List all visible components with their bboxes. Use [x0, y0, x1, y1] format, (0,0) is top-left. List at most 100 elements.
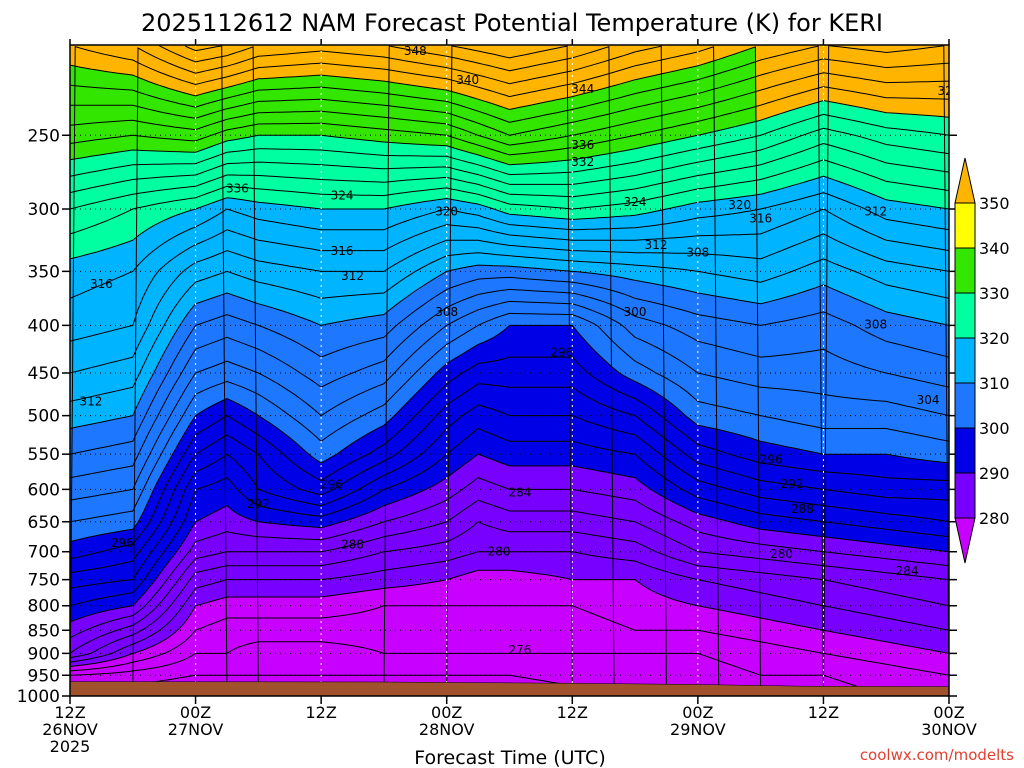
contour-label: 320: [435, 205, 458, 219]
isentrope-line: [70, 569, 949, 667]
colorbar-label: 310: [979, 374, 1010, 393]
colorbar-segment: [954, 382, 976, 429]
contour-label: 324: [331, 188, 354, 202]
isentrope-line: [70, 264, 949, 429]
contour-label: 288: [791, 502, 814, 516]
contour-label: 280: [770, 547, 793, 561]
contour-label: 340: [456, 73, 479, 87]
y-tick-label: 350: [28, 262, 60, 282]
isentrope-line: [70, 86, 949, 156]
isentrope-line: [70, 477, 949, 639]
contour-label: 296: [320, 478, 343, 492]
colorbar-segment: [954, 247, 976, 294]
contour-label: 284: [509, 486, 532, 500]
y-tick-label: 750: [28, 571, 60, 591]
x-tick-label: 26NOV: [42, 720, 98, 739]
x-tick-label: 00Z: [682, 703, 713, 722]
ground-terrain: [70, 681, 949, 696]
x-tick-label: 2025: [50, 737, 91, 756]
isentrope-line: [70, 312, 949, 523]
isentrope-line: [70, 356, 949, 560]
colorbar-label: 350: [979, 194, 1010, 213]
x-tick-label: 12Z: [557, 703, 588, 722]
colorbar-min-arrow: [954, 517, 976, 564]
isentrope-line: [70, 175, 949, 260]
y-tick-label: 800: [28, 597, 60, 617]
ground-layer: [70, 681, 949, 696]
y-tick-label: 650: [28, 513, 60, 533]
y-tick-label: 950: [28, 666, 60, 686]
y-tick-label: 450: [28, 364, 60, 384]
x-tick-label: 00Z: [180, 703, 211, 722]
isentrope-line: [70, 99, 949, 166]
grid-layer: [70, 45, 949, 696]
contour-label: 284: [896, 564, 919, 578]
isentrope-line: [70, 159, 949, 235]
isentrope-line: [70, 551, 949, 663]
isentrope-line: [70, 208, 949, 342]
credit-text: coolwx.com/modelts: [860, 746, 1014, 764]
contour-label: 312: [645, 238, 668, 252]
isentrope-line: [70, 383, 949, 574]
contour-label: 292: [781, 477, 804, 491]
colorbar-label: 290: [979, 464, 1010, 483]
y-tick-label: 300: [28, 200, 60, 220]
y-tick-label: 900: [28, 644, 60, 664]
x-tick-label: 12Z: [54, 703, 85, 722]
isentrope-line: [70, 45, 720, 696]
contour-label: 324: [624, 195, 647, 209]
contour-label: 288: [341, 538, 364, 552]
x-tick-label: 29NOV: [670, 720, 726, 739]
contour-label: 328: [948, 63, 971, 77]
y-tick-label: 400: [28, 316, 60, 336]
y-tick-label: 500: [28, 407, 60, 427]
plot-frame: [69, 44, 950, 697]
colorbar-label: 330: [979, 284, 1010, 303]
colorbar-label: 300: [979, 419, 1010, 438]
contour-label: 308: [435, 305, 458, 319]
x-axis-label: Forecast Time (UTC): [414, 747, 605, 768]
colorbar-segment: [954, 472, 976, 519]
contour-label: 312: [341, 269, 364, 283]
colorbar-label: 320: [979, 329, 1010, 348]
isentrope-line: [70, 46, 762, 696]
isentrope-line: [70, 233, 949, 374]
isentrope-line: [70, 192, 949, 299]
contour-label: 344: [571, 82, 594, 96]
contour-label: 336: [226, 181, 249, 195]
contour-label: 348: [404, 44, 427, 58]
contour-label: 312: [79, 395, 102, 409]
x-tick-label: 12Z: [808, 703, 839, 722]
isentrope-line: [70, 404, 949, 589]
y-tick-label: 550: [28, 445, 60, 465]
x-tick-label: 00Z: [933, 703, 964, 722]
isentrope-line: [70, 276, 949, 455]
contour-label: 336: [571, 138, 594, 152]
colorbar-segment: [954, 202, 976, 249]
contour-label: 308: [686, 245, 709, 259]
isentrope-line: [70, 605, 949, 676]
x-tick-label: 30NOV: [921, 720, 977, 739]
isentrope-line: [70, 45, 949, 696]
isentrope-line: [158, 45, 615, 696]
colorbar-label: 280: [979, 509, 1010, 528]
x-tick-label: 27NOV: [168, 720, 224, 739]
y-tick-label: 600: [28, 480, 60, 500]
contour-label: 316: [749, 211, 772, 225]
contour-label: 276: [509, 643, 532, 657]
colorbar-max-arrow: [954, 157, 976, 204]
contour-label: 304: [917, 393, 940, 407]
isentrope-line: [184, 45, 573, 696]
colorbar-legend: 350 340 330 320 310 300 290 280: [954, 157, 1010, 564]
isentrope-line: [70, 113, 949, 177]
chart-title: 2025112612 NAM Forecast Potential Temper…: [141, 9, 883, 37]
contour-label: 316: [90, 277, 113, 291]
y-tick-label: 1000: [17, 687, 60, 707]
contour-label: 332: [571, 155, 594, 169]
isentrope-line: [70, 127, 949, 194]
contour-label: 280: [488, 545, 511, 559]
isentrope-line: [70, 288, 949, 479]
